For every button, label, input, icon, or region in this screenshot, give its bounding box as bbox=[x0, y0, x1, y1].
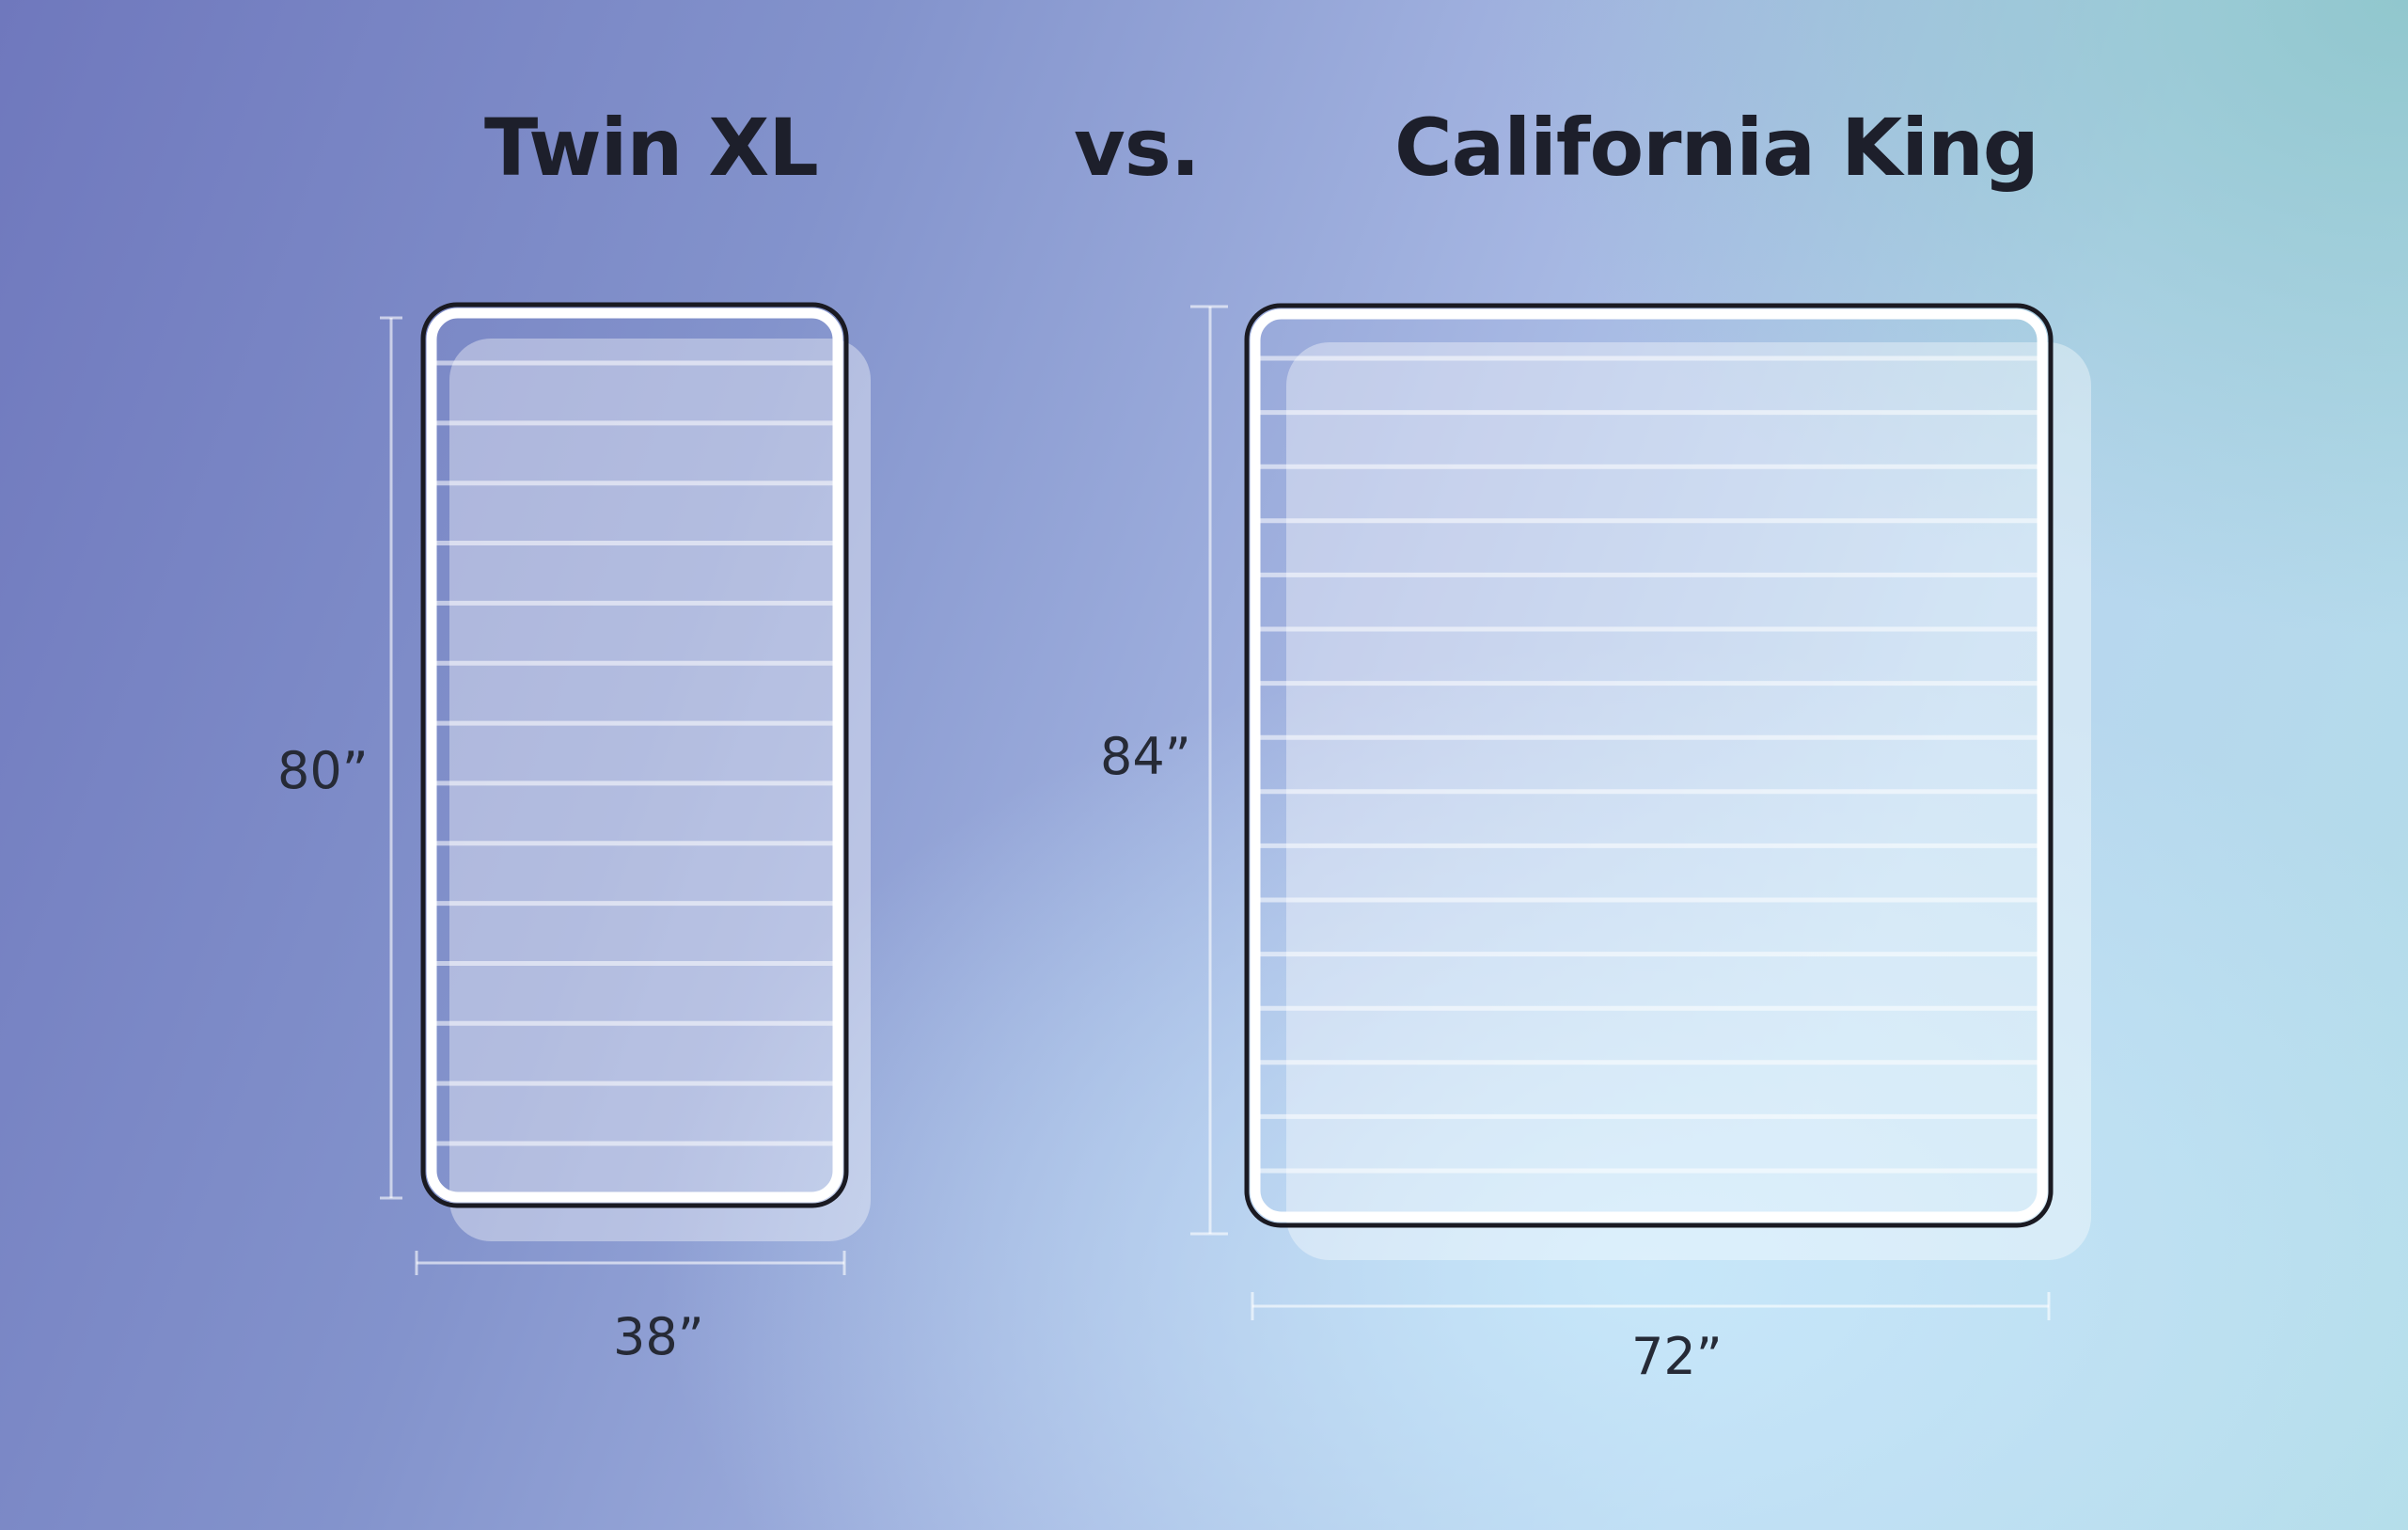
california-king-stripes bbox=[1260, 355, 2038, 1174]
california-king-outline bbox=[1244, 303, 2054, 1228]
california-king-title: California King bbox=[1394, 102, 2039, 194]
twin-xl-mattress bbox=[420, 302, 871, 1241]
twin-xl-frame bbox=[426, 308, 843, 1203]
twin-xl-length-label: 80” bbox=[277, 741, 369, 800]
twin-xl-shadow bbox=[449, 339, 871, 1241]
twin-xl-width-label: 38” bbox=[613, 1307, 704, 1366]
versus-label: vs. bbox=[1074, 102, 1201, 194]
twin-xl-height-dimension bbox=[380, 316, 402, 1200]
twin-xl-outline bbox=[420, 302, 849, 1208]
california-king-width-label: 72” bbox=[1631, 1327, 1723, 1386]
twin-xl-stripes bbox=[436, 360, 833, 1146]
california-king-width-dimension bbox=[1251, 1292, 2051, 1320]
california-king-height-dimension bbox=[1190, 305, 1228, 1236]
california-king-length-label: 84” bbox=[1100, 727, 1191, 786]
california-king-shadow bbox=[1286, 342, 2091, 1260]
california-king-frame bbox=[1250, 308, 2048, 1222]
twin-xl-width-dimension bbox=[415, 1251, 846, 1275]
california-king-mattress bbox=[1244, 303, 2091, 1260]
twin-xl-title: Twin XL bbox=[484, 102, 819, 194]
